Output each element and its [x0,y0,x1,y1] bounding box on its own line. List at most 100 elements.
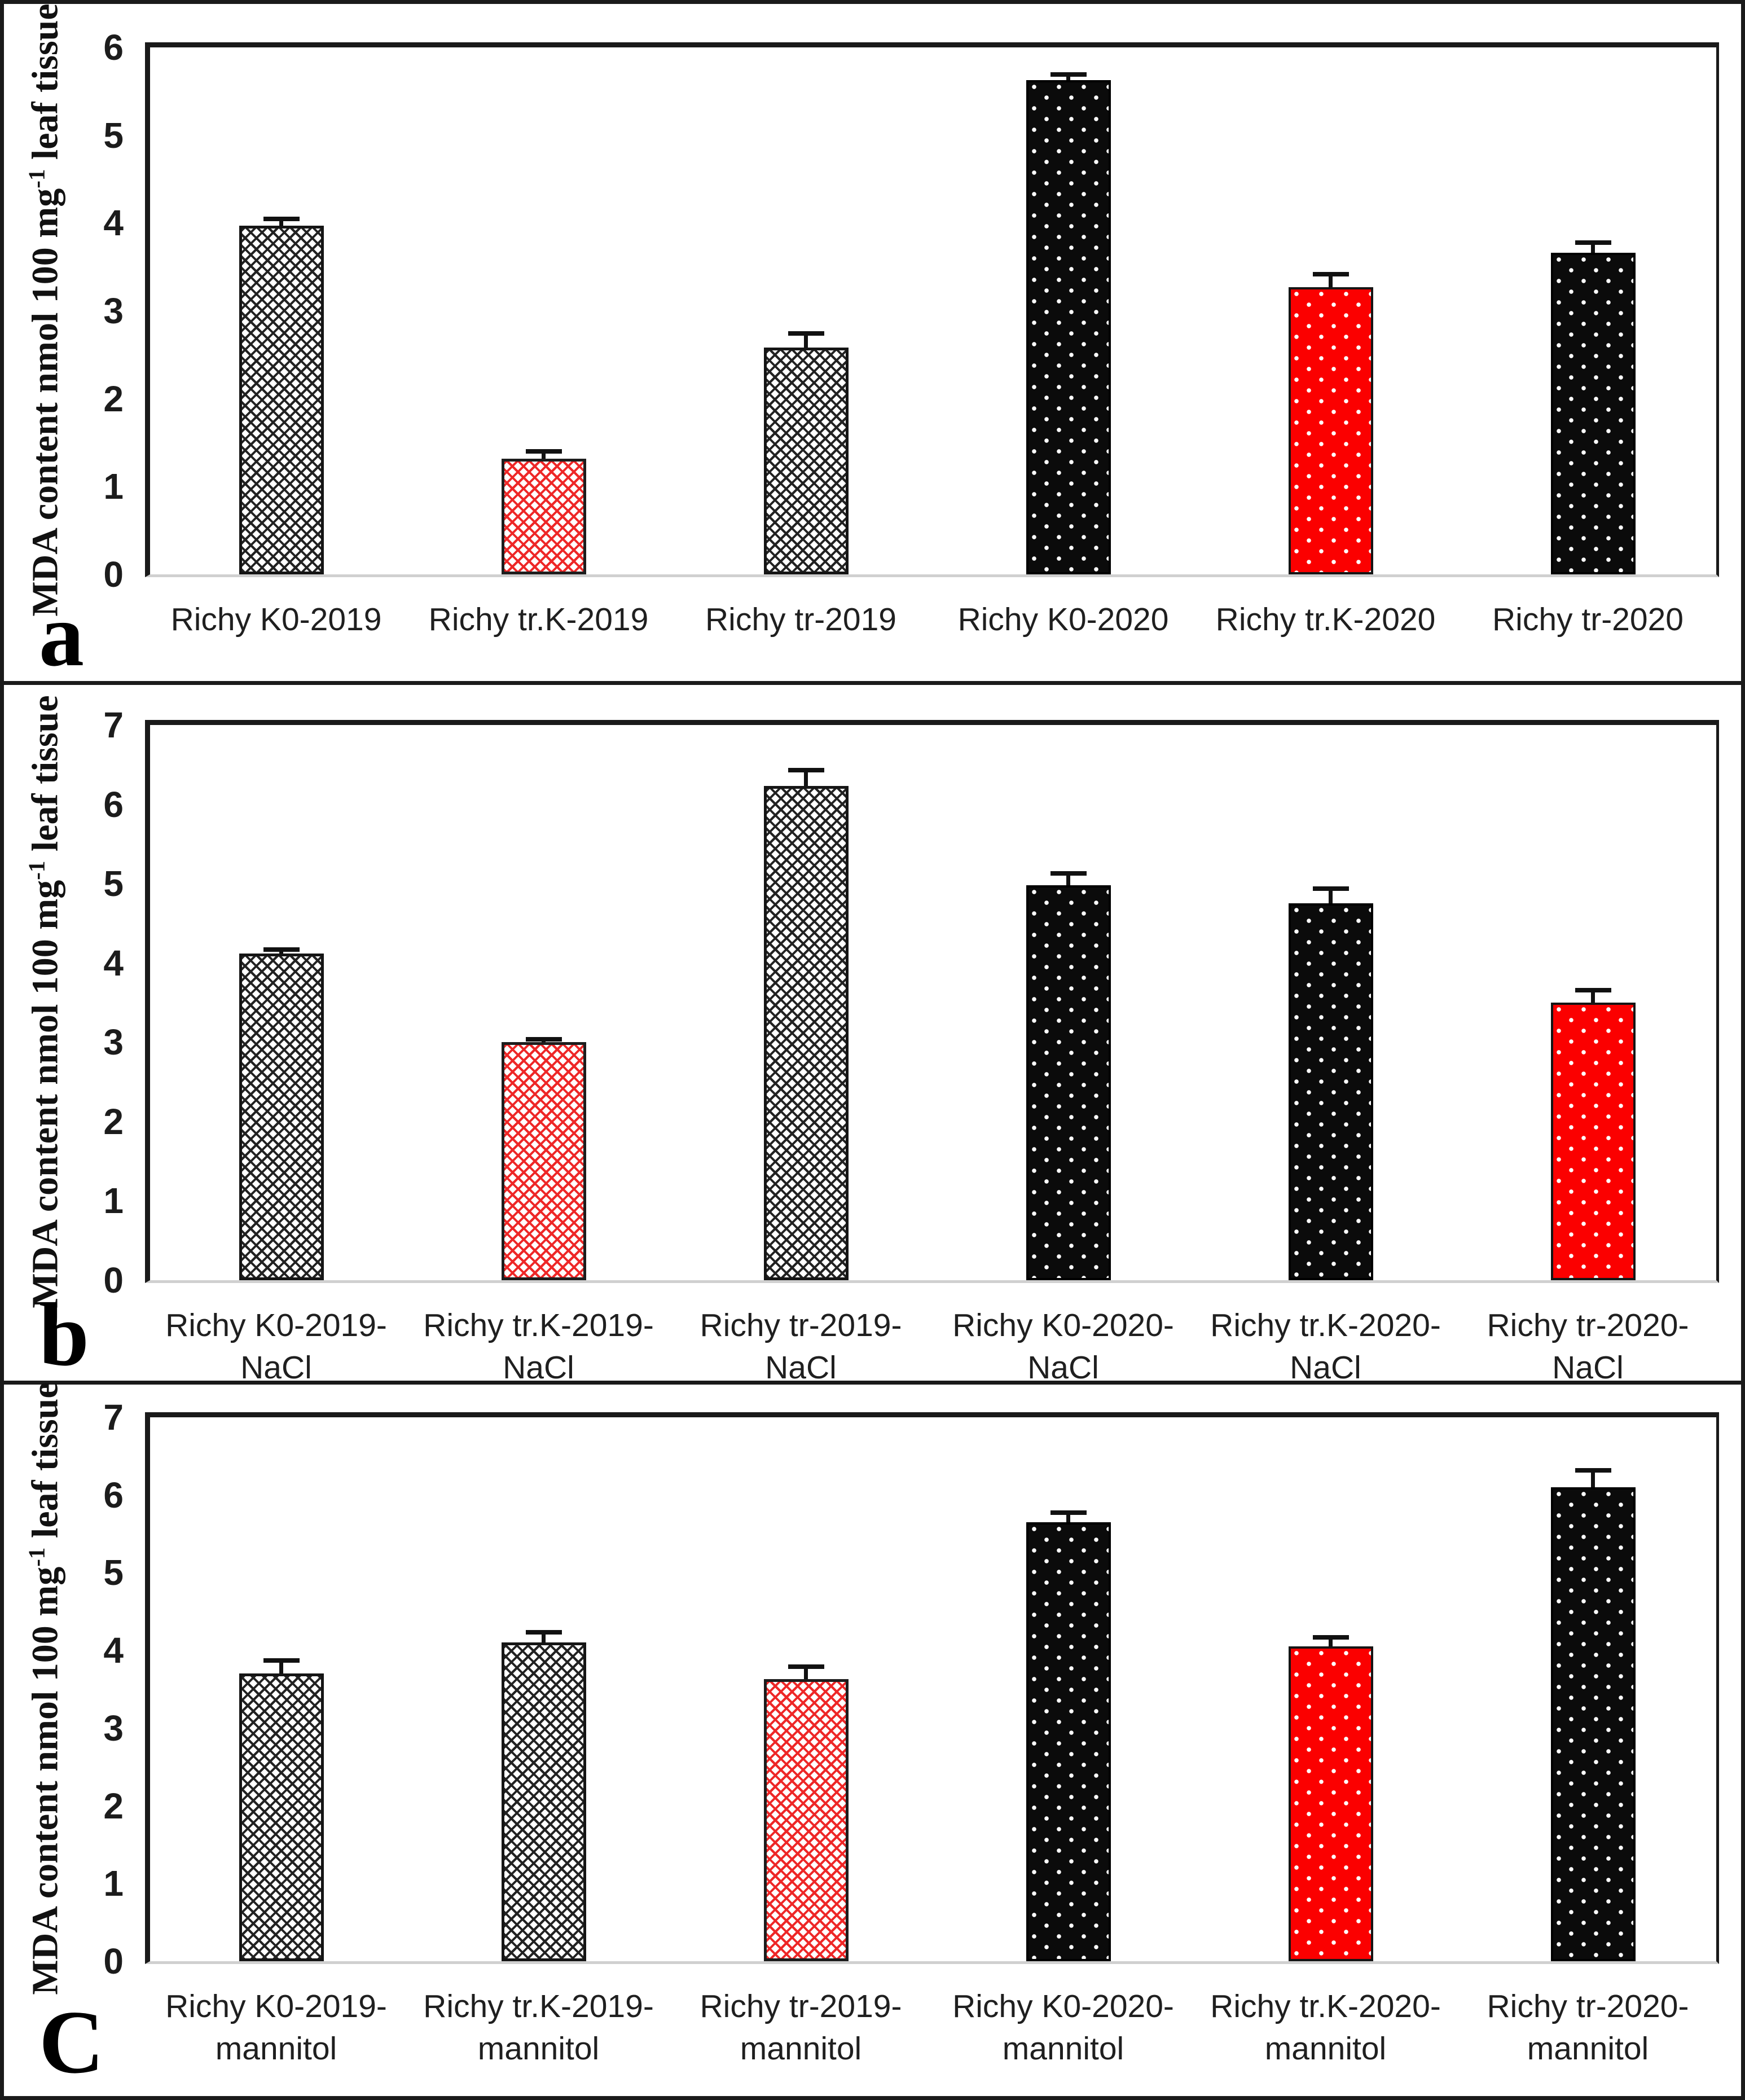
error-bar-cap [788,768,824,773]
bar [1288,287,1373,574]
bar [239,953,324,1280]
error-bar [1066,1513,1070,1522]
x-category-label: Richy tr-2019-NaCl [700,1307,902,1386]
error-bar [1329,274,1333,287]
bar [763,348,849,574]
error-bar [279,218,283,226]
bar [1550,1003,1636,1280]
x-category-label: Richy tr.K-2019 [428,601,649,638]
error-bar-cap [788,1664,824,1670]
bar [239,226,324,574]
plot-area [145,42,1719,577]
y-tick-label: 4 [103,942,124,983]
error-bar-cap [1312,1635,1349,1640]
y-tick-label: 5 [103,115,124,156]
bar [763,1679,849,1961]
x-category-label: Richy tr.K-2020 [1215,601,1436,638]
y-tick-label: 0 [103,1260,124,1301]
error-bar-cap [525,449,562,454]
y-tick-label: 6 [103,27,124,68]
bar [501,1042,586,1280]
error-bar [1591,1470,1595,1487]
x-category-label: Richy tr-2020- mannitol [1487,1988,1689,2067]
error-bar [1329,888,1333,904]
error-bar [279,1660,283,1674]
y-tick-label: 6 [103,784,124,825]
error-bar [804,333,808,348]
error-bar-cap [788,331,824,336]
y-tick-label: 1 [103,466,124,507]
error-bar [542,451,546,459]
y-tick-label: 1 [103,1863,124,1904]
y-tick-label: 0 [103,554,124,595]
y-tick-label: 2 [103,1101,124,1142]
error-bar-cap [1050,72,1087,77]
error-bar-cap [1050,1510,1087,1515]
error-bar-cap [1312,886,1349,891]
error-bar-cap [263,947,300,952]
x-category-label: Richy K0-2019-NaCl [165,1307,387,1386]
y-tick-label: 0 [103,1941,124,1982]
y-tick-label: 4 [103,1630,124,1671]
x-category-label: Richy K0-2020 [957,601,1169,638]
y-tick-label: 7 [103,705,124,745]
bar [1026,885,1111,1280]
x-category-label: Richy K0-2019 [170,601,382,638]
error-bar-cap [525,1630,562,1635]
error-bar [1066,74,1070,80]
bar [763,786,849,1280]
y-tick-label: 3 [103,1022,124,1063]
error-bar [804,1667,808,1680]
error-bar-cap [263,216,300,221]
error-bar [1066,873,1070,885]
error-bar-cap [1312,271,1349,276]
bar [1550,253,1636,574]
y-tick-label: 5 [103,863,124,904]
y-tick-label: 7 [103,1397,124,1438]
error-bar-cap [525,1036,562,1042]
error-bar-cap [1575,1468,1611,1473]
plot-area [145,1412,1719,1964]
y-tick-label: 3 [103,1707,124,1748]
error-bar [542,1632,546,1643]
bar [1288,903,1373,1280]
x-category-label: Richy K0-2019- mannitol [165,1988,387,2067]
error-bar-cap [1050,871,1087,876]
bar [501,1642,586,1961]
y-tick-label: 5 [103,1552,124,1593]
plot-area [145,720,1719,1283]
x-category-label: Richy tr.K-2020- NaCl [1210,1307,1441,1386]
x-category-label: Richy K0-2020-NaCl [952,1307,1174,1386]
bar [239,1673,324,1961]
error-bar [1591,242,1595,253]
x-category-label: Richy tr-2019 [705,601,896,638]
x-axis-labels: Richy K0-2019- mannitol Richy tr.K-2019- ma… [145,1985,1719,2070]
panel-letter: b [39,1284,89,1385]
x-category-label: Richy tr.K-2019- mannitol [423,1988,654,2067]
y-tick-label: 2 [103,1785,124,1826]
x-category-label: Richy tr-2020-NaCl [1487,1307,1689,1386]
error-bar [1591,990,1595,1003]
error-bar-cap [263,1658,300,1663]
x-category-label: Richy tr-2020 [1492,601,1684,638]
y-tick-label: 4 [103,203,124,244]
error-bar-cap [1575,240,1611,245]
bar [1288,1646,1373,1961]
panel-letter: a [39,585,84,685]
x-axis-labels: Richy K0-2019-NaCl Richy tr.K-2019- NaCl Ri… [145,1304,1719,1389]
error-bar [1329,1637,1333,1647]
bar [1550,1487,1636,1961]
y-tick-label: 2 [103,378,124,419]
error-bar [804,770,808,787]
y-tick-label: 1 [103,1180,124,1222]
y-axis-ticks: 0 1 2 3 4 5 6 7 [60,705,134,1301]
y-tick-label: 3 [103,291,124,331]
x-category-label: Richy tr-2019- mannitol [700,1988,902,2067]
y-tick-label: 6 [103,1474,124,1515]
x-category-label: Richy tr.K-2020- mannitol [1210,1988,1441,2067]
x-category-label: Richy tr.K-2019- NaCl [423,1307,654,1386]
error-bar-cap [1575,987,1611,992]
